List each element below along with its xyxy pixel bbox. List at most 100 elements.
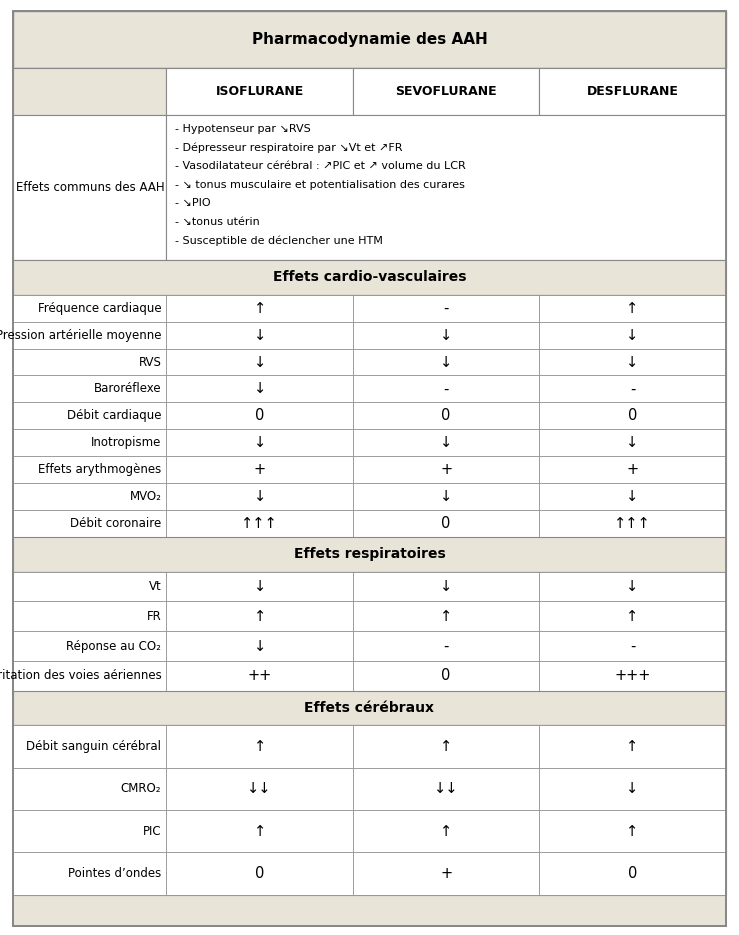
Bar xyxy=(166,810,353,853)
Text: ↓: ↓ xyxy=(253,381,266,396)
Bar xyxy=(353,511,539,537)
Bar xyxy=(539,483,726,511)
Text: Irritation des voies aériennes: Irritation des voies aériennes xyxy=(0,669,161,683)
Bar xyxy=(13,260,726,295)
Text: 0: 0 xyxy=(441,669,451,683)
Text: MVO₂: MVO₂ xyxy=(129,490,161,503)
Bar xyxy=(166,376,353,402)
Text: ↓: ↓ xyxy=(253,579,266,594)
Bar xyxy=(166,295,353,322)
Bar xyxy=(13,429,166,456)
Bar xyxy=(353,68,539,115)
Text: Pharmacodynamie des AAH: Pharmacodynamie des AAH xyxy=(251,32,488,47)
Text: ↓↓: ↓↓ xyxy=(434,782,458,797)
Bar xyxy=(13,853,166,895)
Bar xyxy=(353,810,539,853)
Text: ↓: ↓ xyxy=(253,639,266,654)
Bar xyxy=(13,572,166,601)
Text: - Hypotenseur par ↘RVS: - Hypotenseur par ↘RVS xyxy=(175,124,311,135)
Bar xyxy=(13,295,726,537)
Text: ↓: ↓ xyxy=(627,436,638,451)
Text: ↑: ↑ xyxy=(627,609,638,624)
Bar xyxy=(353,456,539,483)
Text: 0: 0 xyxy=(255,409,265,424)
Text: 0: 0 xyxy=(628,409,637,424)
Text: ↑: ↑ xyxy=(627,301,638,316)
Text: ↓↓: ↓↓ xyxy=(248,782,272,797)
Bar xyxy=(13,537,726,572)
Text: ↓: ↓ xyxy=(440,436,452,451)
Bar xyxy=(166,768,353,810)
Text: 0: 0 xyxy=(441,409,451,424)
Text: Baroréflexe: Baroréflexe xyxy=(94,382,161,396)
Text: ↑: ↑ xyxy=(253,301,266,316)
Text: Fréquence cardiaque: Fréquence cardiaque xyxy=(38,302,161,315)
Text: ↓: ↓ xyxy=(253,354,266,369)
Text: PIC: PIC xyxy=(143,825,161,838)
Bar xyxy=(166,631,353,661)
Bar xyxy=(539,853,726,895)
Text: ↓: ↓ xyxy=(440,489,452,504)
Bar xyxy=(166,349,353,376)
Text: ↑: ↑ xyxy=(627,739,638,754)
Text: Effets respiratoires: Effets respiratoires xyxy=(293,547,446,561)
Bar xyxy=(353,631,539,661)
Bar xyxy=(13,483,166,511)
Bar xyxy=(13,810,166,853)
Bar xyxy=(353,572,539,601)
Bar xyxy=(13,456,166,483)
Bar xyxy=(13,349,166,376)
Bar xyxy=(353,429,539,456)
Bar xyxy=(539,429,726,456)
Text: ↑: ↑ xyxy=(627,824,638,839)
Bar xyxy=(13,11,726,68)
Text: +++: +++ xyxy=(614,669,650,683)
Text: - Vasodilatateur cérébral : ↗PIC et ↗ volume du LCR: - Vasodilatateur cérébral : ↗PIC et ↗ vo… xyxy=(175,162,466,171)
Bar xyxy=(166,661,353,691)
Bar xyxy=(166,429,353,456)
Text: -: - xyxy=(443,639,449,654)
Text: ↓: ↓ xyxy=(627,782,638,797)
Text: +: + xyxy=(627,462,638,477)
Text: 0: 0 xyxy=(441,516,451,531)
Text: - ↘tonus utérin: - ↘tonus utérin xyxy=(175,217,260,227)
Bar xyxy=(166,115,726,260)
Bar xyxy=(539,661,726,691)
Text: ↑: ↑ xyxy=(253,609,266,624)
Bar xyxy=(166,402,353,429)
Bar xyxy=(539,631,726,661)
Bar xyxy=(13,726,166,768)
Text: RVS: RVS xyxy=(138,355,161,368)
Text: -: - xyxy=(630,639,636,654)
Text: Effets cardio-vasculaires: Effets cardio-vasculaires xyxy=(273,270,466,284)
Text: ↓: ↓ xyxy=(253,436,266,451)
Text: Pointes d’ondes: Pointes d’ondes xyxy=(68,867,161,880)
Text: - Susceptible de déclencher une HTM: - Susceptible de déclencher une HTM xyxy=(175,236,384,246)
Bar xyxy=(13,68,166,115)
Bar xyxy=(539,456,726,483)
Text: ↓: ↓ xyxy=(253,327,266,342)
Text: 0: 0 xyxy=(628,866,637,881)
Bar xyxy=(13,631,166,661)
Bar xyxy=(539,726,726,768)
Bar xyxy=(539,768,726,810)
Text: +: + xyxy=(253,462,266,477)
Text: Débit cardiaque: Débit cardiaque xyxy=(67,410,161,423)
Text: CMRO₂: CMRO₂ xyxy=(120,783,161,796)
Text: Effets arythmogènes: Effets arythmogènes xyxy=(38,463,161,476)
Bar xyxy=(353,295,539,322)
Text: FR: FR xyxy=(146,610,161,623)
Text: Effets communs des AAH: Effets communs des AAH xyxy=(16,181,164,194)
Text: - ↘ tonus musculaire et potentialisation des curares: - ↘ tonus musculaire et potentialisation… xyxy=(175,180,466,190)
Bar xyxy=(539,295,726,322)
Bar xyxy=(166,601,353,631)
Text: - ↘PIO: - ↘PIO xyxy=(175,198,211,209)
Bar xyxy=(13,322,166,349)
Text: ↑: ↑ xyxy=(440,824,452,839)
Text: -: - xyxy=(630,381,636,396)
Text: ↓: ↓ xyxy=(627,489,638,504)
Bar xyxy=(353,402,539,429)
Bar xyxy=(353,853,539,895)
Bar xyxy=(539,511,726,537)
Text: +: + xyxy=(440,462,452,477)
